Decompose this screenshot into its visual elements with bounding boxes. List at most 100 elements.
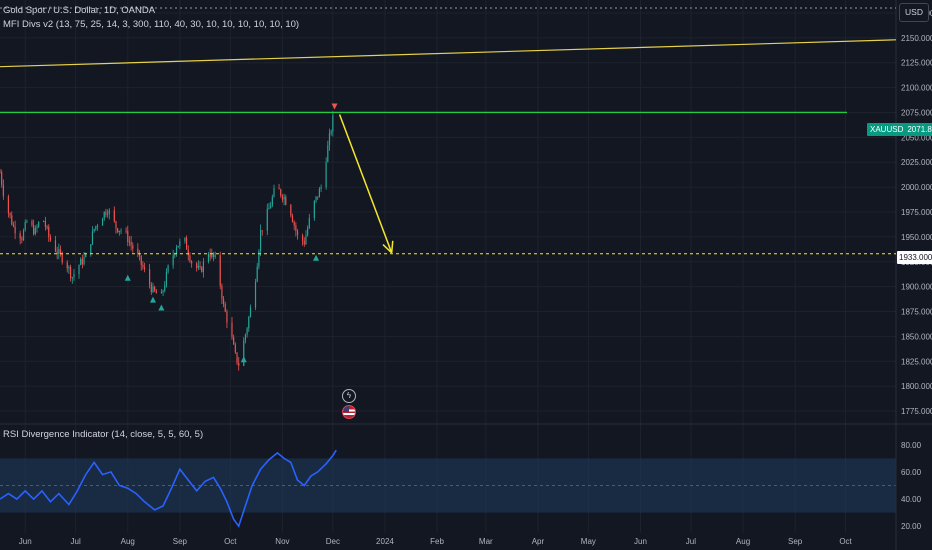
bearish-signal-marker xyxy=(331,103,338,110)
candle-body xyxy=(137,248,139,254)
symbol-title[interactable]: Gold Spot / U.S. Dollar, 1D, OANDA xyxy=(3,5,156,16)
bullish-signal-marker xyxy=(313,254,320,261)
candle-body xyxy=(0,172,1,174)
candle-body xyxy=(58,249,60,255)
candle-body xyxy=(46,226,48,228)
candle-body xyxy=(90,244,92,254)
candle-body xyxy=(236,352,238,363)
grid xyxy=(0,0,896,533)
currency-button[interactable]: USD xyxy=(899,3,929,22)
time-tick-label: Aug xyxy=(121,537,135,546)
candle-body xyxy=(303,240,305,245)
price-tick-label: 1975.000 xyxy=(901,208,932,217)
candle-body xyxy=(222,299,225,305)
candle-body xyxy=(48,226,50,237)
candle-body xyxy=(73,274,75,278)
time-tick-label: Oct xyxy=(839,537,852,546)
candle-body xyxy=(320,187,322,189)
candle-body xyxy=(214,255,216,257)
candle-body xyxy=(332,115,334,132)
indicator-title[interactable]: MFI Divs v2 (13, 75, 25, 14, 3, 300, 110… xyxy=(3,19,300,30)
candle-body xyxy=(70,266,72,278)
price-tick-label: 2125.000 xyxy=(901,59,932,68)
candle-body xyxy=(302,235,304,241)
candle-body xyxy=(219,255,221,286)
candle-body xyxy=(187,249,189,256)
candle-body xyxy=(14,226,16,234)
candle-body xyxy=(226,311,228,323)
price-scale[interactable]: 2175.0002150.0002125.0002100.0002075.000… xyxy=(901,9,932,416)
candle-body xyxy=(71,277,73,279)
target-level-tag: 1933.000 xyxy=(897,251,932,264)
arrowhead-stroke xyxy=(382,243,393,254)
candle-body xyxy=(115,221,117,229)
time-tick-label: Jun xyxy=(634,537,647,546)
bullish-signal-marker xyxy=(124,274,131,281)
candle-body xyxy=(95,226,97,229)
time-tick-label: Dec xyxy=(326,537,340,546)
price-tick-label: 1800.000 xyxy=(901,382,932,391)
candle-body xyxy=(308,218,310,228)
candle-body xyxy=(138,253,141,256)
candle-body xyxy=(273,188,275,197)
candle-body xyxy=(325,162,327,188)
candle-body xyxy=(31,221,33,226)
rsi-tick-label: 60.00 xyxy=(901,468,922,477)
candle-body xyxy=(143,267,146,270)
price-tick-label: 2000.000 xyxy=(901,183,932,192)
price-tick-label: 2025.000 xyxy=(901,158,932,167)
candle-body xyxy=(165,271,168,286)
bolt-icon[interactable]: ϟ xyxy=(342,389,356,403)
candle-body xyxy=(179,241,181,246)
time-tick-label: Oct xyxy=(224,537,237,546)
price-tick-label: 2150.000 xyxy=(901,34,932,43)
candle-body xyxy=(49,236,52,241)
candle-body xyxy=(24,222,26,231)
candle-body xyxy=(231,322,233,338)
time-tick-label: Jul xyxy=(686,537,696,546)
last-price-value: 2071.880 xyxy=(907,125,932,134)
candle-body xyxy=(258,250,260,267)
time-tick-label: Sep xyxy=(788,537,803,546)
candle-body xyxy=(167,265,169,272)
candle-body xyxy=(318,188,320,198)
candle-body xyxy=(56,251,58,255)
candle-body xyxy=(149,269,151,285)
candle-body xyxy=(120,230,122,232)
candle-body xyxy=(268,208,270,210)
candle-body xyxy=(175,247,178,254)
candle-body xyxy=(189,255,191,262)
rsi-scale[interactable]: 80.00 60.00 40.00 20.00 xyxy=(901,441,922,531)
signals xyxy=(124,103,338,363)
candle-body xyxy=(140,255,142,265)
time-tick-label: Apr xyxy=(532,537,545,546)
bullish-signal-marker xyxy=(158,304,165,311)
candle-body xyxy=(254,281,257,308)
candle-body xyxy=(196,263,198,268)
candle-body xyxy=(191,261,193,264)
candle-body xyxy=(283,196,285,200)
trend-line[interactable] xyxy=(0,39,897,68)
time-tick-label: 2024 xyxy=(376,537,394,546)
bullish-signal-marker xyxy=(240,356,247,363)
bullish-signal-marker xyxy=(149,296,156,303)
time-axis[interactable]: Jun Jul Aug Sep Oct Nov Dec 2024 Feb Mar Apr May Jun… xyxy=(19,537,853,546)
candle-body xyxy=(130,241,132,246)
candle-body xyxy=(291,215,294,223)
candle-body xyxy=(68,266,70,269)
candle-body xyxy=(106,213,109,215)
projection-arrow[interactable] xyxy=(338,114,394,254)
rsi-panel xyxy=(0,449,896,528)
candle-body xyxy=(248,317,250,329)
price-tick-label: 1850.000 xyxy=(901,332,932,341)
candle-body xyxy=(61,253,63,263)
candle-body xyxy=(244,334,247,341)
us-flag-icon[interactable] xyxy=(342,405,356,419)
candle-body xyxy=(249,307,252,318)
candle-body xyxy=(330,131,332,134)
price-tick-label: 1775.000 xyxy=(901,407,932,416)
rsi-title[interactable]: RSI Divergence Indicator (14, close, 5, … xyxy=(3,429,204,440)
time-tick-label: Aug xyxy=(736,537,750,546)
